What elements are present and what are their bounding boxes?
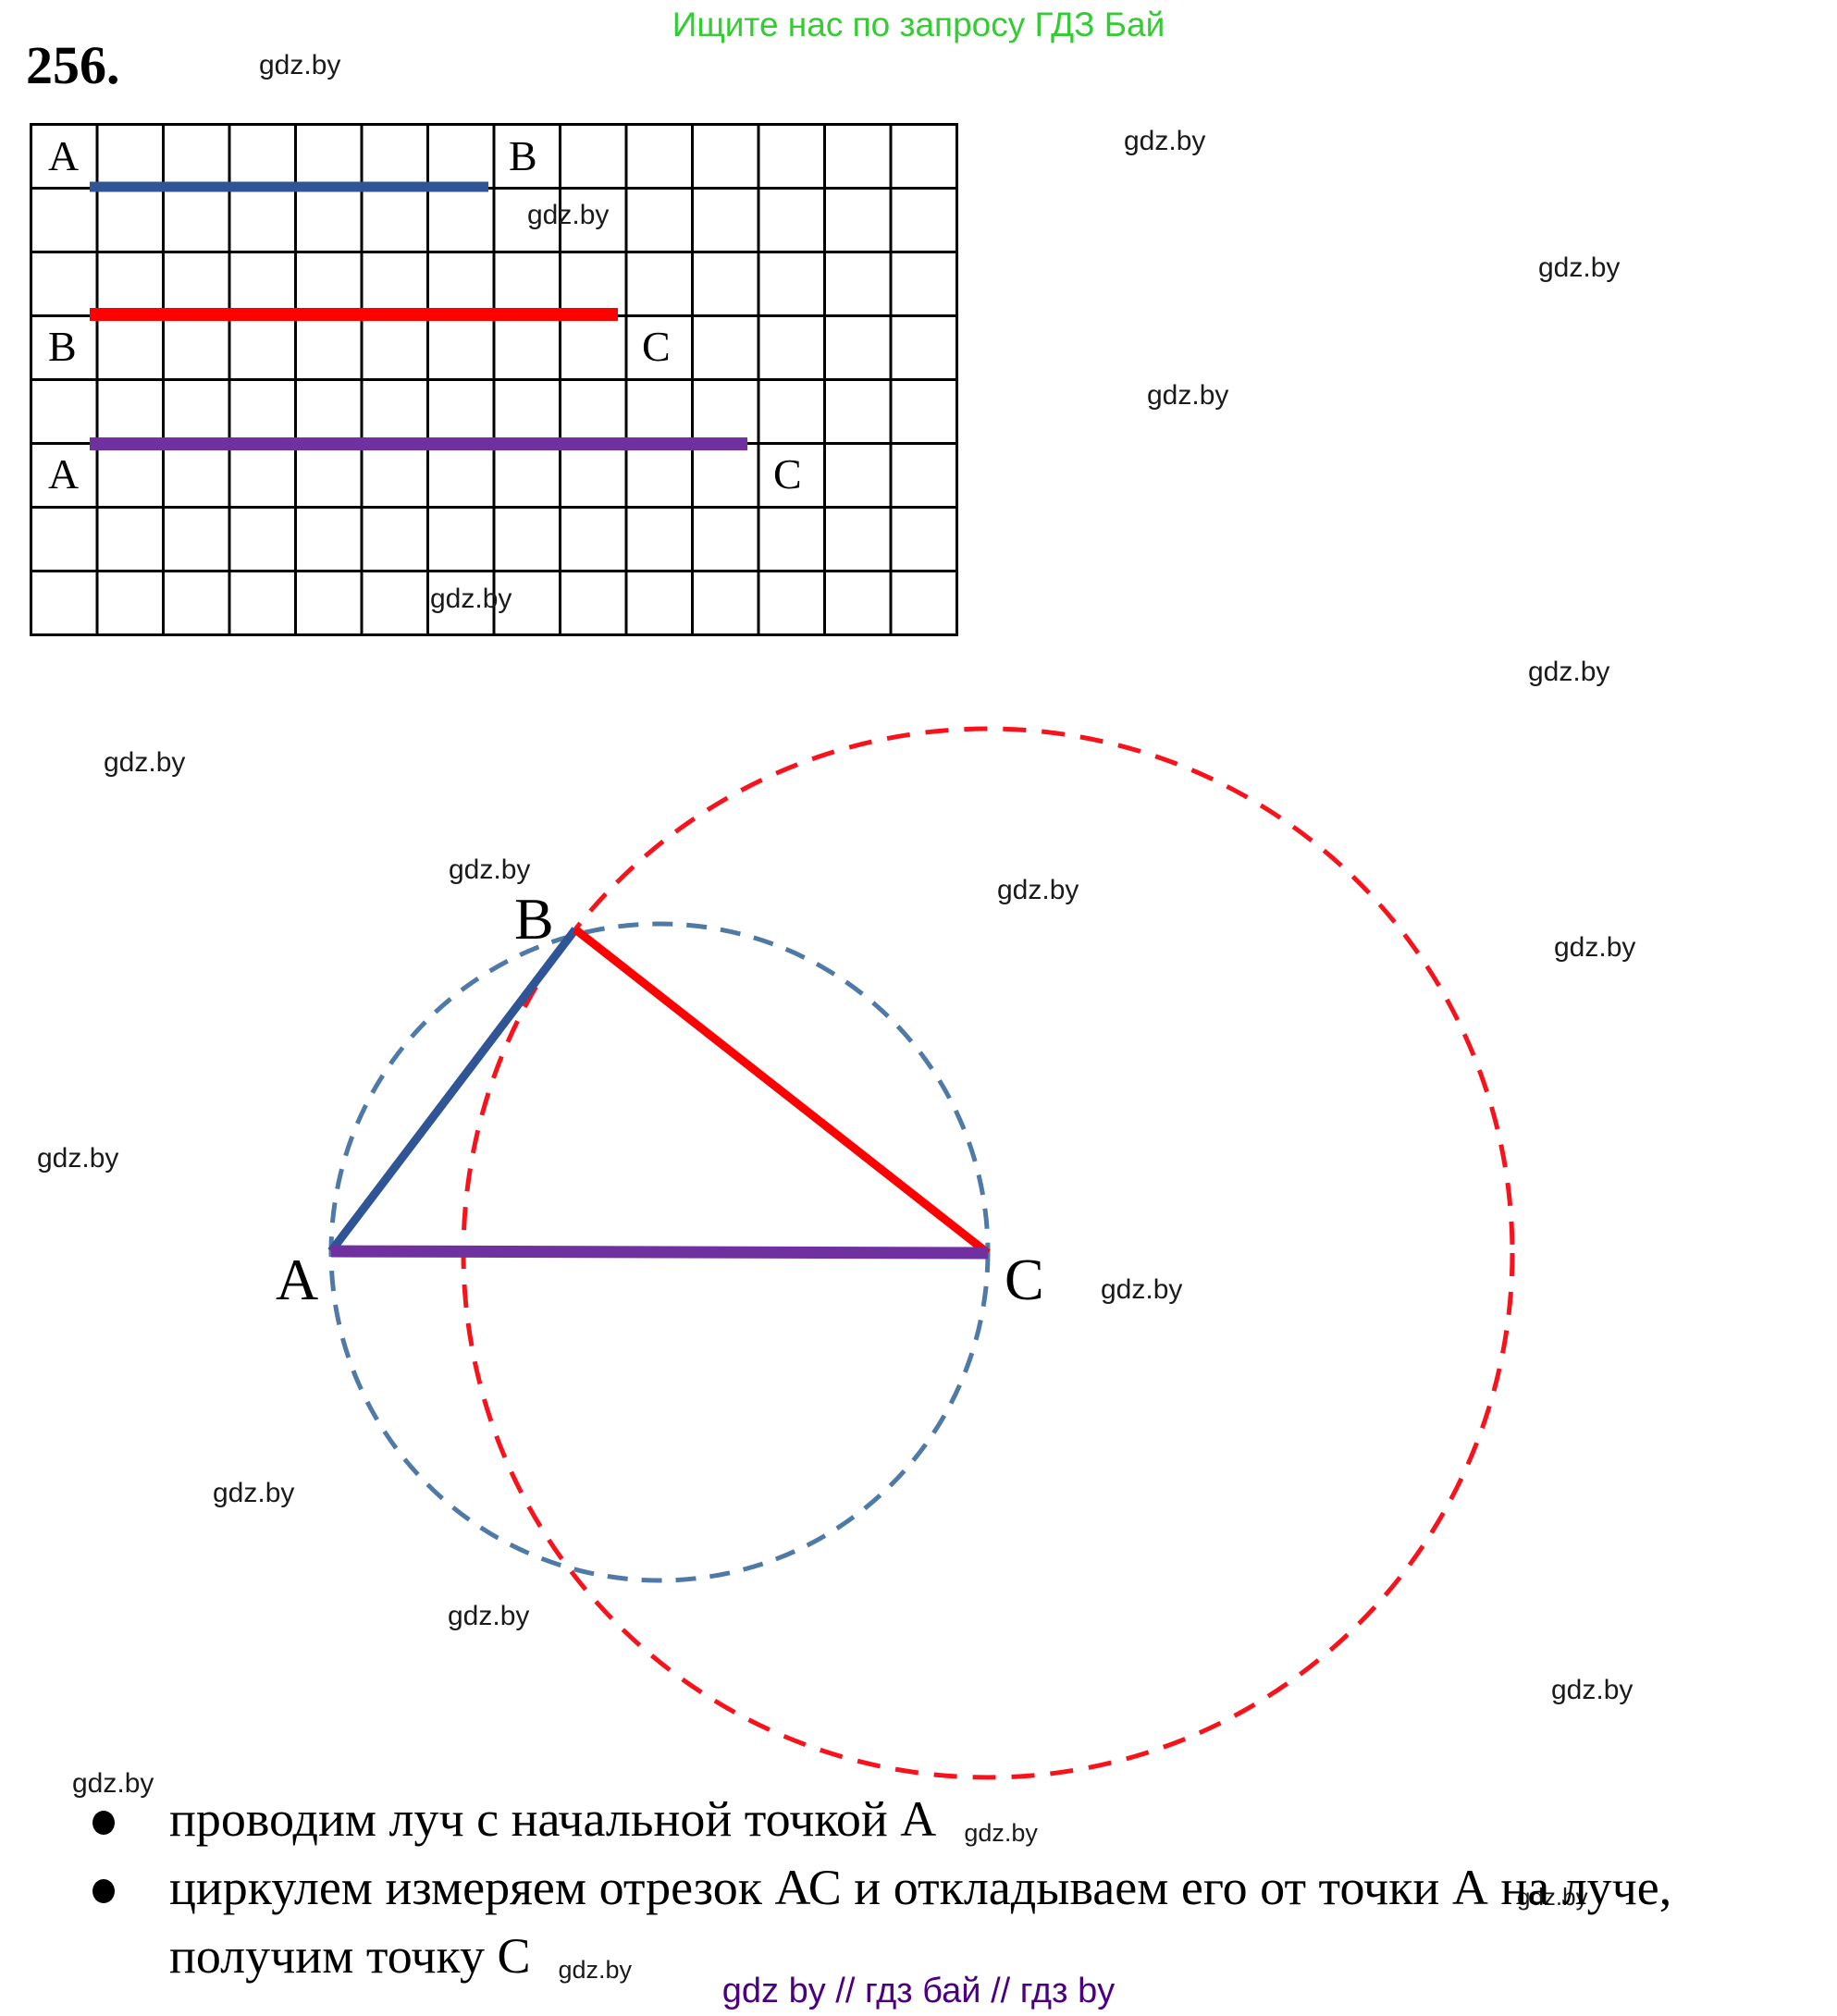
watermark: gdz.by (72, 1768, 154, 1799)
bullet-dot (92, 1811, 115, 1835)
vertex-label-a: A (276, 1247, 319, 1312)
watermark: gdz.by (104, 747, 186, 778)
watermark: gdz.by (430, 584, 512, 614)
problem-number: 256. (26, 35, 120, 95)
watermark: gdz.by (1517, 1883, 1588, 1911)
bullet-item-1: проводим луч с начальной точкой А gdz.by (169, 1790, 1038, 1848)
triangle-side-ac (330, 1245, 989, 1260)
watermark: gdz.by (1538, 252, 1621, 283)
grid-label-c3: C (773, 450, 802, 498)
promo-header: Ищите нас по запросу ГДЗ Бай (672, 6, 1165, 43)
watermark: gdz.by (213, 1478, 295, 1508)
bullet-item-2-line-1: циркулем измеряем отрезок АС и откладыва… (169, 1860, 1672, 1915)
bullet-dot (92, 1879, 115, 1903)
vertex-label-c: C (1005, 1247, 1044, 1312)
watermark: gdz.by (449, 854, 531, 885)
grid-label-a1: A (48, 132, 80, 179)
grid-label-a3: A (48, 450, 80, 498)
watermark: gdz.by (997, 875, 1079, 905)
footer-links: gdz by // гдз бай // гдз by (721, 1972, 1116, 2010)
watermark: gdz.by (1147, 380, 1229, 411)
watermark: gdz.by (1528, 657, 1610, 687)
watermark: gdz.by (1124, 126, 1206, 156)
watermark: gdz.by (448, 1601, 530, 1631)
watermark: gdz.by (527, 200, 610, 230)
watermark: gdz.by (1551, 1675, 1634, 1705)
grid-label-b2: B (48, 323, 77, 370)
watermark: gdz.by (1554, 932, 1636, 963)
watermark: gdz.by (37, 1143, 119, 1174)
grid-label-c2: C (642, 323, 671, 370)
watermark: gdz.by (558, 1956, 633, 1984)
triangle-side-bc (573, 926, 991, 1257)
grid-label-b1: B (509, 132, 537, 179)
bullet-1-text: проводим луч с начальной точкой А (169, 1791, 937, 1847)
watermark: gdz.by (964, 1819, 1038, 1847)
vertex-label-b: B (514, 886, 554, 952)
bullet-2-text: получим точку С (169, 1928, 531, 1984)
watermark: gdz.by (259, 50, 341, 80)
watermark: gdz.by (1101, 1274, 1183, 1305)
squared-grid (30, 123, 958, 636)
triangle-side-ab (327, 927, 579, 1254)
bullet-item-2-line-2: получим точку С gdz.by (169, 1927, 632, 1985)
